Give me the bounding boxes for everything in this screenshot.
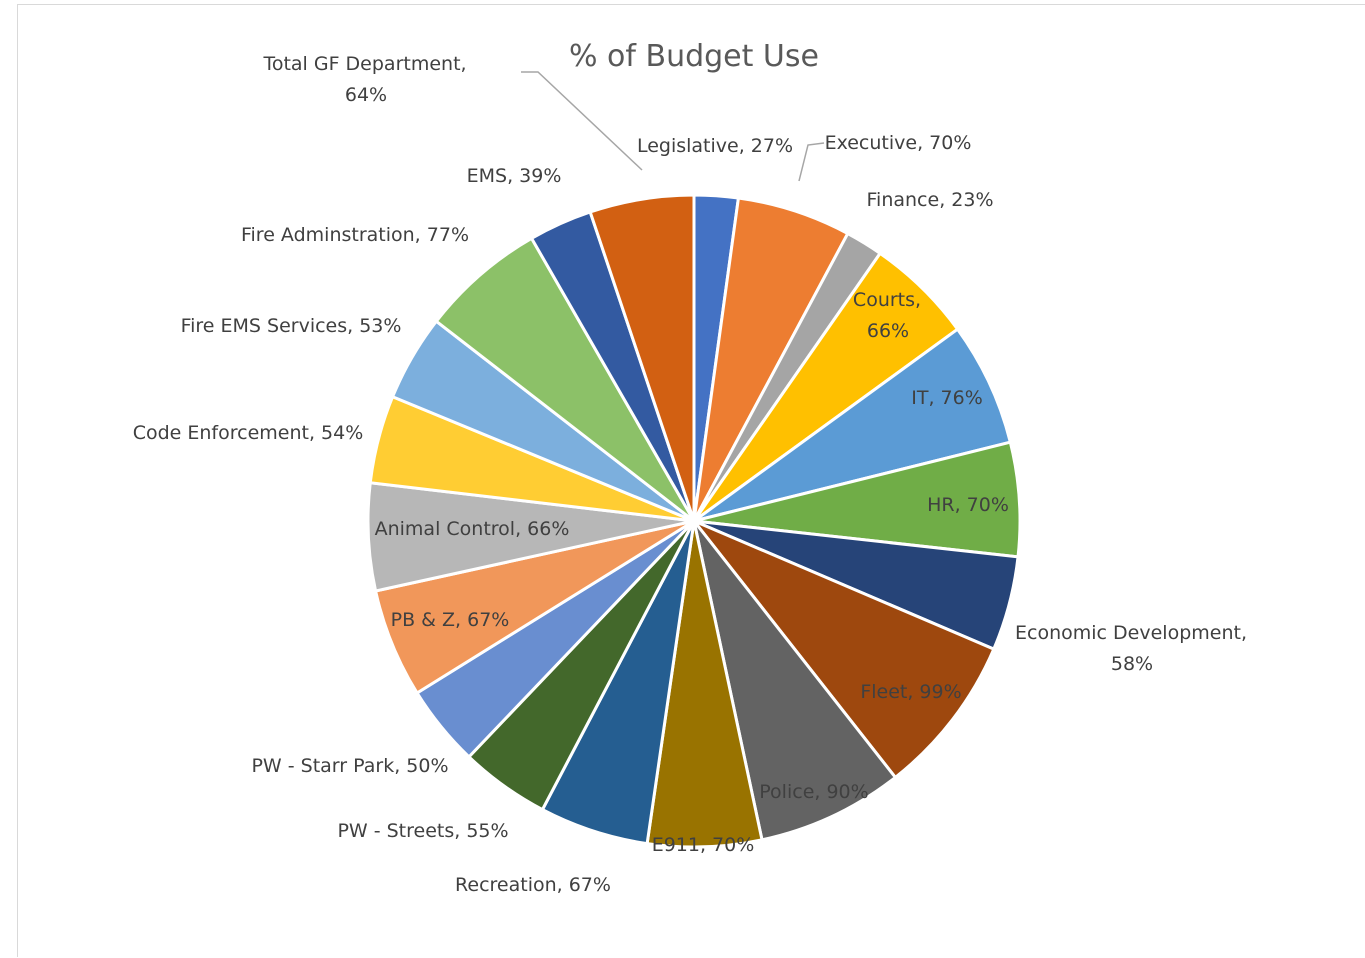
data-label-fleet: Fleet, 99% <box>860 681 961 703</box>
data-label-finance: Finance, 23% <box>867 189 994 211</box>
leader-line-executive <box>798 142 825 182</box>
leader-line-total-gf-department <box>521 71 643 171</box>
pie-slice-total-gf-department <box>588 193 696 522</box>
chart-frame: % of Budget Use Legislative, 27% Executiv… <box>17 4 1365 957</box>
data-label-it: IT, 76% <box>911 387 983 409</box>
data-label-fire-adminstration: Fire Adminstration, 77% <box>241 224 469 246</box>
data-label-pw-starr-park: PW - Starr Park, 50% <box>251 755 448 777</box>
data-label-pb-z: PB & Z, 67% <box>391 609 510 631</box>
data-label-ems: EMS, 39% <box>467 165 562 187</box>
data-label-police: Police, 90% <box>759 781 868 803</box>
pie-slice-it <box>693 327 1013 523</box>
data-label-courts: Courts, 66% <box>853 289 921 342</box>
data-label-recreation: Recreation, 67% <box>455 874 611 896</box>
chart-title: % of Budget Use <box>569 39 819 74</box>
data-label-hr: HR, 70% <box>927 494 1009 516</box>
data-label-pw-streets: PW - Streets, 55% <box>337 820 508 842</box>
pie-slice-fire-adminstration <box>434 236 696 523</box>
data-label-fire-ems-services: Fire EMS Services, 53% <box>181 315 402 337</box>
data-label-e911: E911, 70% <box>652 834 755 856</box>
data-label-legislative: Legislative, 27% <box>637 135 793 157</box>
data-label-total-gf-department: Total GF Department, 64% <box>262 53 466 106</box>
pie-slice-fleet <box>692 519 996 780</box>
data-label-code-enforcement: Code Enforcement, 54% <box>133 422 364 444</box>
pie-chart: % of Budget Use Legislative, 27% Executiv… <box>133 39 1247 896</box>
data-label-executive: Executive, 70% <box>825 132 972 154</box>
pie-slice-police <box>692 520 898 842</box>
data-label-animal-control: Animal Control, 66% <box>375 518 570 540</box>
data-label-economic-development: Economic Development, 58% <box>1015 622 1247 675</box>
